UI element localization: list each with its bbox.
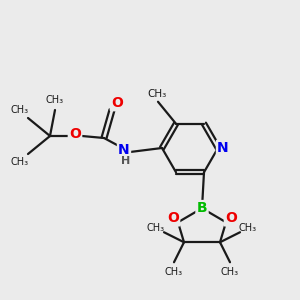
Text: N: N [118,143,130,157]
Text: CH₃: CH₃ [221,267,239,277]
Text: CH₃: CH₃ [147,89,167,99]
Text: H: H [122,156,130,166]
Text: N: N [217,141,229,155]
Text: CH₃: CH₃ [11,105,29,115]
Text: O: O [69,127,81,141]
Text: O: O [225,211,237,225]
Text: CH₃: CH₃ [165,267,183,277]
Text: O: O [111,96,123,110]
Text: CH₃: CH₃ [46,95,64,105]
Text: CH₃: CH₃ [11,157,29,167]
Text: CH₃: CH₃ [239,223,257,233]
Text: B: B [197,201,207,215]
Text: CH₃: CH₃ [147,223,165,233]
Text: O: O [167,211,179,225]
